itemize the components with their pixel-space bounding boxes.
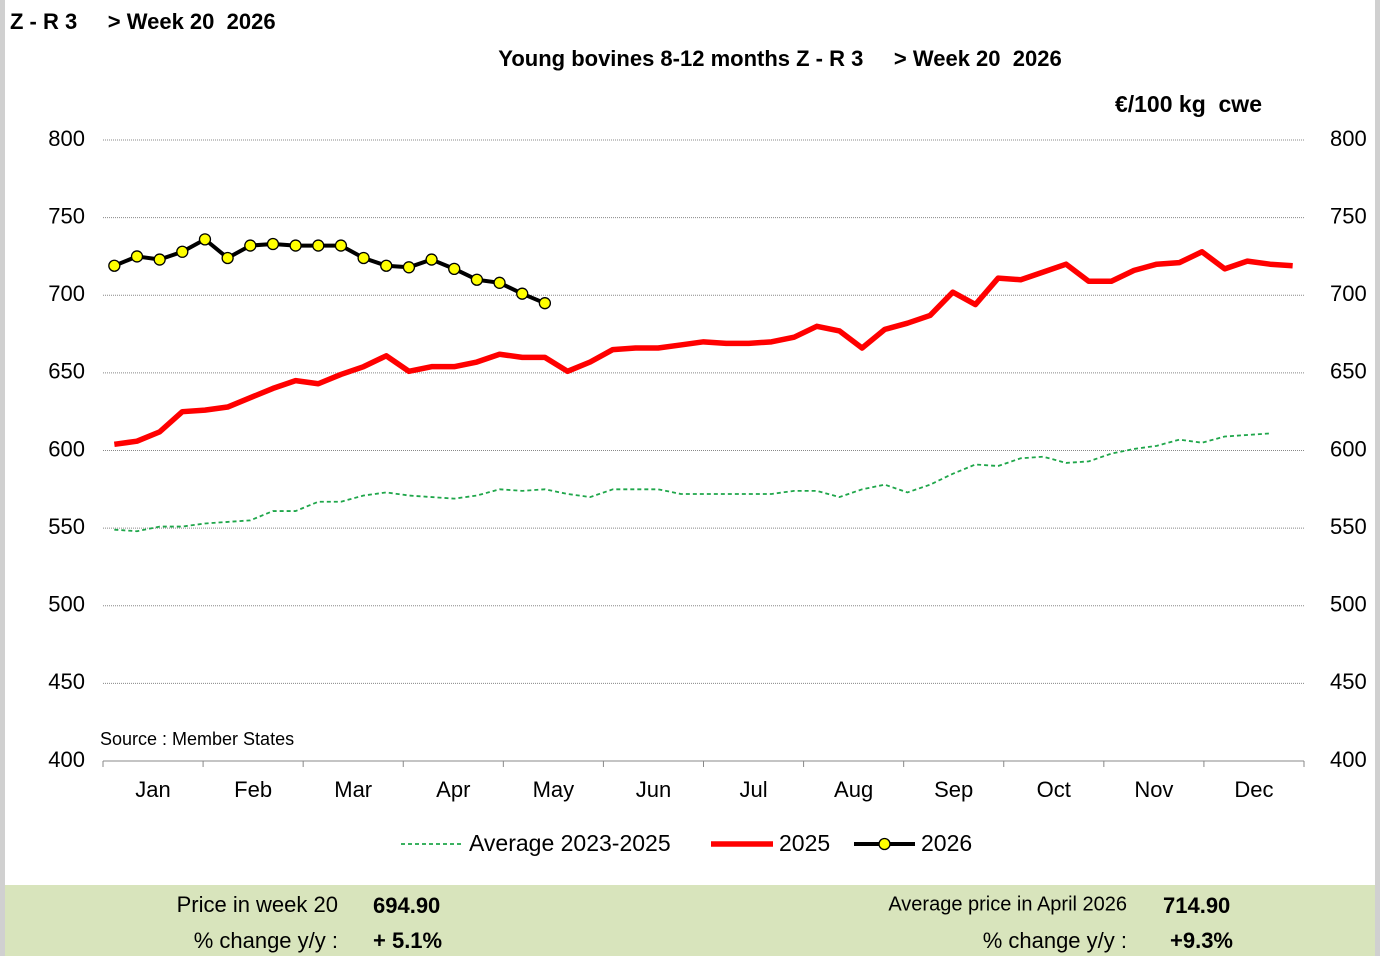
x-tick-label: Jun — [636, 777, 671, 802]
x-tick-label: Jan — [135, 777, 170, 802]
point — [538, 297, 552, 310]
y-tick-label: 500 — [48, 592, 85, 617]
point — [198, 233, 212, 246]
point — [108, 259, 121, 272]
x-tick-label: Jul — [739, 777, 767, 802]
point — [334, 239, 348, 252]
unit: €/100 kg cwe — [1115, 91, 1262, 117]
y-tick-label: 800 — [48, 126, 85, 151]
x-tick-label: Dec — [1234, 777, 1273, 802]
point — [493, 276, 506, 289]
x-tick-label: May — [533, 777, 575, 802]
y2-tick-label: 500 — [1330, 592, 1367, 617]
point — [221, 251, 234, 265]
x-tick-label: Mar — [334, 777, 372, 802]
summary-value: +9.3% — [1170, 928, 1233, 953]
y2-tick-label: 800 — [1330, 126, 1367, 151]
legend-marker — [878, 837, 891, 851]
point — [470, 273, 484, 286]
y2-tick-label: 450 — [1330, 669, 1367, 694]
point — [312, 239, 325, 252]
y-tick-label: 750 — [48, 203, 85, 228]
y2-tick-label: 750 — [1330, 203, 1367, 228]
legend-label: Average 2023-2025 — [469, 830, 671, 856]
x-tick-label: Feb — [234, 777, 272, 802]
y-tick-label: 700 — [48, 281, 85, 306]
point — [425, 253, 438, 266]
summary-label: Price in week 20 — [177, 892, 338, 917]
x-tick-label: Sep — [934, 777, 973, 802]
point — [153, 253, 166, 266]
legend-label: 2025 — [779, 830, 830, 856]
point — [402, 261, 416, 274]
x-tick-label: Nov — [1134, 777, 1173, 802]
y2-tick-label: 700 — [1330, 281, 1367, 306]
chart: Z - R 3 > Week 20 2026 Young bovines 8-1… — [5, 9, 1375, 956]
x-tick-label: Apr — [436, 777, 470, 802]
legend-label: 2026 — [921, 830, 972, 856]
point — [176, 245, 189, 258]
x-tick-label: Aug — [834, 777, 873, 802]
point — [130, 250, 144, 263]
source: Source : Member States — [100, 729, 294, 749]
summary-value: 694.90 — [373, 893, 440, 918]
point — [448, 262, 461, 276]
y2-tick-label: 550 — [1330, 514, 1367, 539]
point — [266, 237, 280, 251]
y-tick-label: 450 — [48, 669, 85, 694]
y-tick-label: 650 — [48, 359, 85, 384]
summary-label: % change y/y : — [983, 928, 1127, 953]
point — [516, 287, 529, 300]
series-line — [114, 432, 1271, 533]
point — [244, 239, 257, 252]
summary-label: % change y/y : — [194, 928, 338, 953]
y-tick-label: 550 — [48, 514, 85, 539]
summary-label: Average price in April 2026 — [888, 893, 1127, 915]
summary-value: + 5.1% — [373, 928, 442, 953]
series-line — [113, 249, 1293, 448]
y2-tick-label: 600 — [1330, 436, 1367, 461]
x-tick-label: Oct — [1037, 777, 1071, 802]
summary-value: 714.90 — [1163, 893, 1230, 918]
y2-tick-label: 650 — [1330, 359, 1367, 384]
y2-tick-label: 400 — [1330, 747, 1367, 772]
point — [289, 239, 302, 252]
chart-title: Young bovines 8-12 months Z - R 3 > Week… — [498, 46, 1061, 71]
header: Z - R 3 > Week 20 2026 — [10, 9, 276, 34]
y-tick-label: 600 — [48, 436, 85, 461]
y-tick-label: 400 — [48, 747, 85, 772]
summary-panel — [5, 885, 1375, 956]
point — [380, 259, 393, 272]
point — [357, 251, 370, 265]
